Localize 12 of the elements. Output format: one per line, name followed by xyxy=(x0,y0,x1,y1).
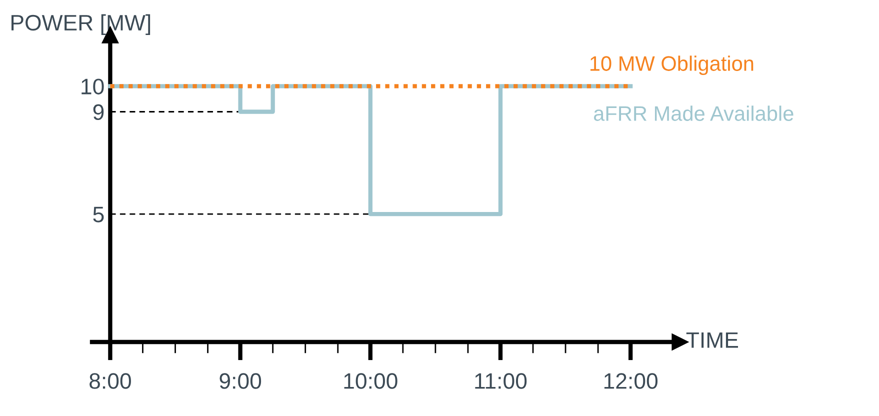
x-tick-label: 9:00 xyxy=(220,373,262,389)
x-tick-label: 11:00 xyxy=(475,373,527,389)
y-tick-label: 10 xyxy=(82,78,104,94)
y-tick-label: 5 xyxy=(93,206,104,222)
series-label: 10 MW Obligation xyxy=(590,56,754,76)
x-axis-title: TIME xyxy=(686,332,738,348)
y-axis-title: POWER [MW] xyxy=(12,14,150,35)
x-tick-label: 8:00 xyxy=(90,373,131,389)
y-tick-label: 9 xyxy=(93,104,104,120)
series-label: aFRR Made Available xyxy=(594,106,794,121)
x-tick-label: 12:00 xyxy=(604,373,658,389)
x-tick-label: 10:00 xyxy=(344,373,398,389)
